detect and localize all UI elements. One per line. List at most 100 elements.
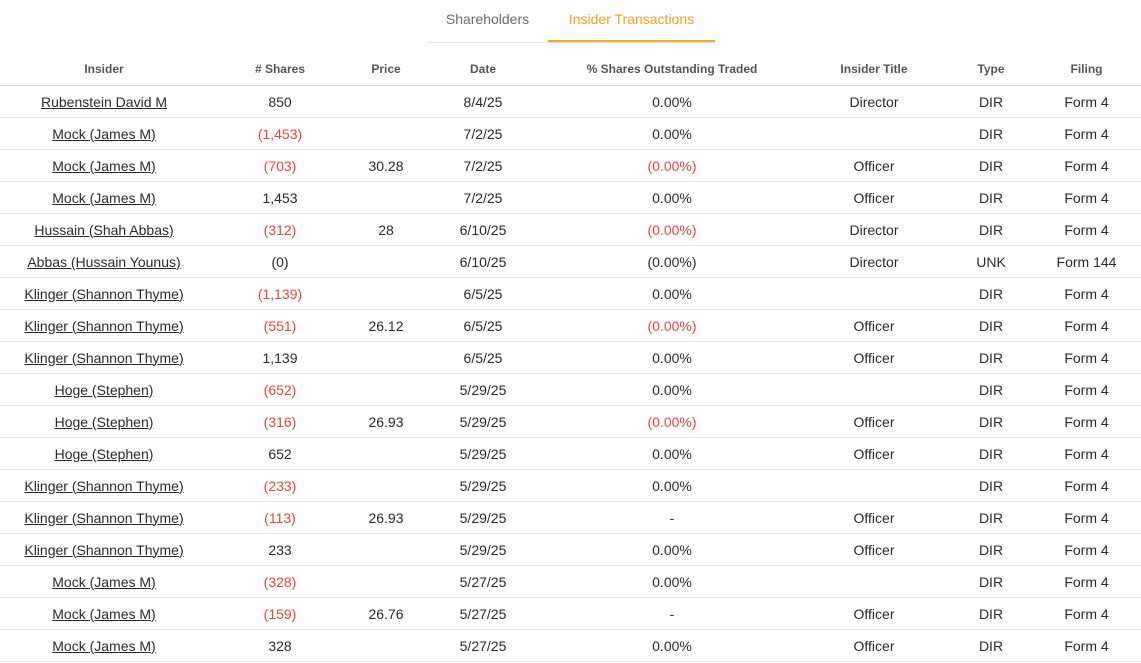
insider-link[interactable]: Hoge (Stephen) bbox=[54, 445, 154, 462]
pct-traded-cell: (0.00%) bbox=[647, 253, 697, 270]
insider-title-cell: Officer bbox=[853, 413, 895, 430]
insider-link[interactable]: Mock (James M) bbox=[52, 573, 156, 590]
table-row: Hoge (Stephen) (652) 5/29/25 0.00% DIR Form 4 bbox=[0, 373, 1141, 406]
table-row: Klinger (Shannon Thyme) (113) 26.93 5/29/25… bbox=[0, 501, 1141, 534]
filing-cell: Form 4 bbox=[1032, 213, 1141, 246]
filing-cell: Form 4 bbox=[1064, 189, 1109, 206]
type-cell: DIR bbox=[950, 213, 1032, 246]
filing-cell: Form 4 bbox=[1064, 637, 1109, 654]
insider-title-cell: Director bbox=[849, 221, 899, 238]
insider-link[interactable]: Mock (James M) bbox=[52, 605, 156, 622]
column-header-shares[interactable]: # Shares bbox=[208, 52, 352, 86]
type-cell: UNK bbox=[950, 245, 1032, 278]
filing-cell: Form 144 bbox=[1056, 253, 1117, 270]
table-row: Mock (James M) (1,453) 7/2/25 0.00% DIR Form … bbox=[0, 117, 1141, 150]
insider-link[interactable]: Hoge (Stephen) bbox=[54, 381, 154, 398]
insider-title-cell: Officer bbox=[853, 605, 895, 622]
table-row: Abbas (Hussain Younus) (0) 6/10/25 (0.00%) D… bbox=[0, 245, 1141, 278]
pct-traded-cell: (0.00%) bbox=[546, 149, 798, 182]
date-cell: 5/29/25 bbox=[420, 469, 546, 502]
price-cell: 28 bbox=[378, 221, 394, 238]
price-cell bbox=[352, 117, 420, 150]
insider-link[interactable]: Mock (James M) bbox=[52, 637, 156, 654]
shares-cell: (1,139) bbox=[208, 277, 352, 310]
insider-link[interactable]: Klinger (Shannon Thyme) bbox=[24, 541, 184, 558]
shares-cell: (652) bbox=[208, 373, 352, 406]
insider-title-cell: Officer bbox=[853, 541, 895, 558]
pct-traded-cell: 0.00% bbox=[546, 373, 798, 406]
date-cell: 8/4/25 bbox=[420, 85, 546, 118]
insider-title-cell: Officer bbox=[853, 157, 895, 174]
date-cell: 6/5/25 bbox=[420, 277, 546, 310]
tab-insider-transactions[interactable]: Insider Transactions bbox=[548, 0, 715, 42]
insider-link[interactable]: Mock (James M) bbox=[52, 125, 156, 142]
price-cell: 26.76 bbox=[368, 605, 404, 622]
price-cell bbox=[352, 277, 420, 310]
filing-cell: Form 4 bbox=[1032, 469, 1141, 502]
insider-link[interactable]: Mock (James M) bbox=[52, 157, 156, 174]
column-header-insider-title[interactable]: Insider Title bbox=[798, 52, 950, 86]
table-row: Klinger (Shannon Thyme) (233) 5/29/25 0.00%… bbox=[0, 469, 1141, 502]
column-header-type[interactable]: Type bbox=[950, 52, 1032, 86]
insider-link[interactable]: Klinger (Shannon Thyme) bbox=[24, 285, 184, 302]
column-header-date[interactable]: Date bbox=[420, 52, 546, 86]
shares-cell: 850 bbox=[208, 85, 352, 118]
insider-link[interactable]: Abbas (Hussain Younus) bbox=[27, 253, 181, 270]
insider-link[interactable]: Rubenstein David M bbox=[40, 93, 168, 110]
insider-link[interactable]: Hussain (Shah Abbas) bbox=[34, 221, 174, 238]
shares-cell: (703) bbox=[263, 157, 297, 174]
filing-cell: Form 4 bbox=[1064, 125, 1109, 142]
pct-traded-cell: 0.00% bbox=[652, 285, 692, 302]
insider-title-cell: Officer bbox=[798, 309, 950, 342]
pct-traded-cell: (0.00%) bbox=[546, 309, 798, 342]
filing-cell: Form 4 bbox=[1064, 541, 1109, 558]
insider-link[interactable]: Klinger (Shannon Thyme) bbox=[24, 509, 184, 526]
insider-link[interactable]: Klinger (Shannon Thyme) bbox=[24, 477, 184, 494]
filing-cell: Form 4 bbox=[1064, 605, 1109, 622]
type-cell: UNK bbox=[976, 253, 1006, 270]
shares-cell: 328 bbox=[268, 637, 292, 654]
shares-cell: (159) bbox=[208, 597, 352, 630]
insider-title-cell: Officer bbox=[798, 405, 950, 438]
pct-traded-cell: 0.00% bbox=[546, 117, 798, 150]
pct-traded-cell: 0.00% bbox=[652, 637, 692, 654]
table-row: Hoge (Stephen) 652 5/29/25 0.00% Officer DIR F… bbox=[0, 437, 1141, 470]
pct-traded-cell: - bbox=[669, 605, 675, 622]
date-cell: 6/5/25 bbox=[463, 349, 503, 366]
insider-link[interactable]: Mock (James M) bbox=[52, 189, 156, 206]
price-cell bbox=[352, 629, 420, 662]
pct-traded-cell: 0.00% bbox=[546, 277, 798, 310]
filing-cell: Form 4 bbox=[1032, 533, 1141, 566]
filing-cell: Form 4 bbox=[1064, 381, 1109, 398]
shares-cell: (113) bbox=[208, 501, 352, 534]
date-cell: 7/2/25 bbox=[463, 189, 503, 206]
shares-cell: (328) bbox=[263, 573, 297, 590]
filing-cell: Form 4 bbox=[1032, 437, 1141, 470]
pct-traded-cell: (0.00%) bbox=[546, 245, 798, 278]
column-header-insider[interactable]: Insider bbox=[0, 52, 208, 86]
pct-traded-cell: 0.00% bbox=[652, 381, 692, 398]
filing-cell: Form 144 bbox=[1032, 245, 1141, 278]
insider-link[interactable]: Hoge (Stephen) bbox=[54, 413, 154, 430]
insider-title-cell: Officer bbox=[798, 341, 950, 374]
column-header-filing[interactable]: Filing bbox=[1032, 52, 1141, 86]
pct-traded-cell: - bbox=[669, 509, 675, 526]
filing-cell: Form 4 bbox=[1032, 405, 1141, 438]
insider-cell: Klinger (Shannon Thyme) bbox=[0, 533, 208, 566]
type-cell: DIR bbox=[978, 349, 1004, 366]
insider-title-cell: Officer bbox=[853, 637, 895, 654]
filing-cell: Form 4 bbox=[1064, 93, 1109, 110]
tab-shareholders[interactable]: Shareholders bbox=[445, 11, 530, 27]
table-row: Klinger (Shannon Thyme) 233 5/29/25 0.00% Of… bbox=[0, 533, 1141, 566]
date-cell: 5/27/25 bbox=[459, 605, 507, 622]
date-cell: 6/10/25 bbox=[459, 221, 507, 238]
column-header-pct-shares-outstanding[interactable]: % Shares Outstanding Traded bbox=[546, 52, 798, 86]
price-cell: 30.28 bbox=[352, 149, 420, 182]
table-row: Mock (James M) 1,453 7/2/25 0.00% Officer DIR… bbox=[0, 181, 1141, 214]
column-header-price[interactable]: Price bbox=[352, 52, 420, 86]
filing-cell: Form 4 bbox=[1032, 629, 1141, 662]
price-cell: 26.76 bbox=[352, 597, 420, 630]
insider-link[interactable]: Klinger (Shannon Thyme) bbox=[24, 317, 184, 334]
filing-cell: Form 4 bbox=[1032, 501, 1141, 534]
insider-link[interactable]: Klinger (Shannon Thyme) bbox=[24, 349, 184, 366]
